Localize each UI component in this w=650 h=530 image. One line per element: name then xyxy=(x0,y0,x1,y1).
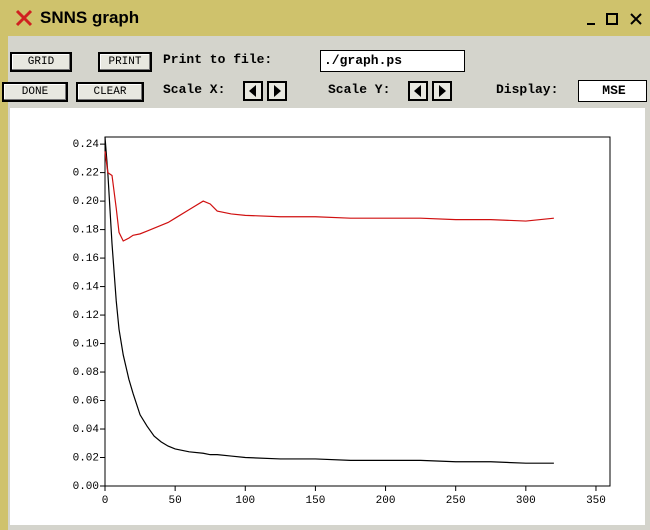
y-tick-label: 0.12 xyxy=(73,310,99,322)
scale-x-arrows[interactable] xyxy=(243,81,299,101)
x-tick-label: 50 xyxy=(169,495,182,507)
scale-y-arrows[interactable] xyxy=(408,81,464,101)
window-icon xyxy=(15,9,33,27)
x-tick-label: 100 xyxy=(235,495,255,507)
display-field[interactable]: MSE xyxy=(578,80,647,102)
y-tick-label: 0.10 xyxy=(73,338,99,350)
y-tick-label: 0.14 xyxy=(73,281,100,293)
data-line xyxy=(104,151,554,242)
done-button[interactable]: DONE xyxy=(2,82,68,102)
x-tick-label: 350 xyxy=(586,495,606,507)
scale-y-label: Scale Y: xyxy=(328,82,391,97)
grid-button[interactable]: GRID xyxy=(10,52,72,72)
x-tick-label: 200 xyxy=(376,495,396,507)
y-tick-label: 0.18 xyxy=(73,224,99,236)
y-tick-label: 0.00 xyxy=(73,481,99,493)
x-tick-label: 300 xyxy=(516,495,536,507)
title-bar xyxy=(0,0,650,36)
data-line xyxy=(104,136,554,464)
clear-button[interactable]: CLEAR xyxy=(76,82,144,102)
print-file-input[interactable]: ./graph.ps xyxy=(320,50,465,72)
chart: 0.00 0.02 0.04 0.06 0.08 0.10 0.12 0.14 0.16 0.18… xyxy=(10,108,645,525)
print-button[interactable]: PRINT xyxy=(98,52,152,72)
x-tick-label: 0 xyxy=(102,495,109,507)
display-label: Display: xyxy=(496,82,559,97)
x-tick-label: 150 xyxy=(306,495,326,507)
y-tick-label: 0.24 xyxy=(73,139,100,151)
y-tick-label: 0.20 xyxy=(73,196,99,208)
scale-x-label: Scale X: xyxy=(163,82,226,97)
x-tick-label: 250 xyxy=(446,495,466,507)
y-tick-label: 0.04 xyxy=(73,424,100,436)
y-tick-label: 0.22 xyxy=(73,168,99,180)
y-tick-label: 0.16 xyxy=(73,253,99,265)
print-label: Print to file: xyxy=(163,52,273,67)
y-tick-label: 0.02 xyxy=(73,452,99,464)
chart-background xyxy=(10,108,645,525)
plot-frame xyxy=(104,136,611,487)
y-tick-label: 0.08 xyxy=(73,367,99,379)
window-border xyxy=(0,36,8,530)
window-title: SNNS graph xyxy=(40,8,140,27)
y-tick-label: 0.06 xyxy=(73,395,99,407)
window-controls[interactable] xyxy=(585,10,647,30)
